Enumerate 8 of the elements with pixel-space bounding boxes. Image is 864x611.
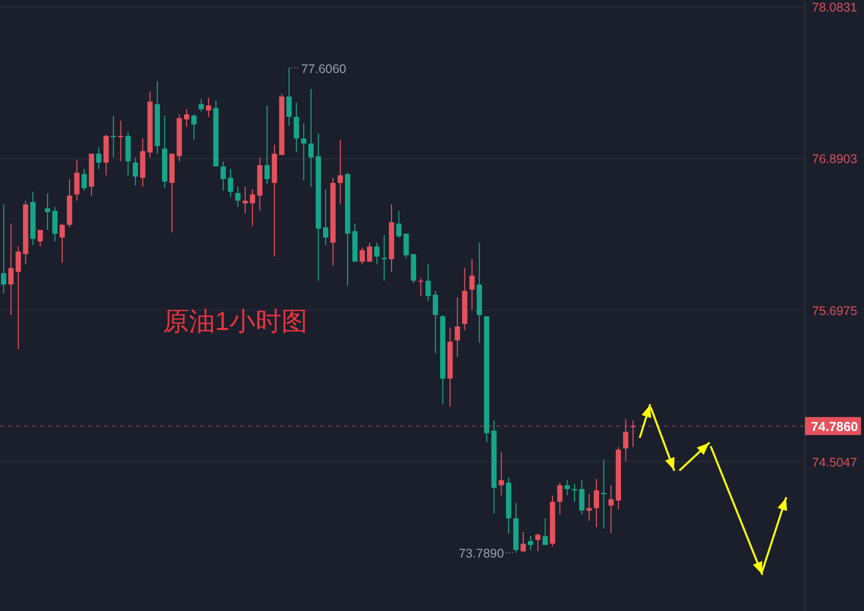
annotation: 原油1小时图 xyxy=(163,306,308,336)
annotation: 77.6060 xyxy=(301,62,346,76)
ref-line-label: 74.7860 xyxy=(811,419,858,434)
y-tick-label: 75.6975 xyxy=(812,304,858,318)
annotation: 73.7890 xyxy=(458,546,504,561)
y-tick-label: 78.0831 xyxy=(812,0,858,15)
y-tick-label: 76.8903 xyxy=(812,152,858,166)
y-tick-label: 74.5047 xyxy=(812,455,858,470)
